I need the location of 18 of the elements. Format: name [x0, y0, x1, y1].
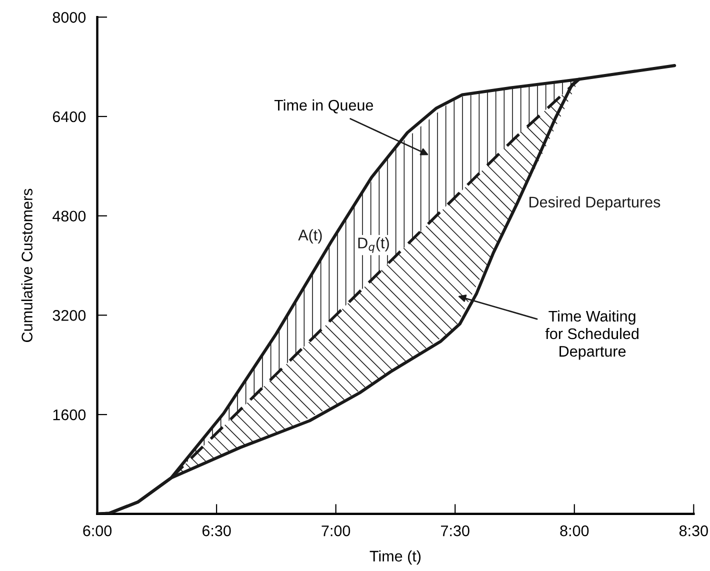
x-tick-label: 8:00 [560, 525, 589, 536]
series-label: D$_{q}$(t) [358, 237, 389, 253]
annotation: Time in Queue [274, 99, 374, 114]
series-label: A(t) [298, 229, 322, 244]
series-label: Desired Departures [530, 196, 660, 211]
x-tick-label: 7:30 [441, 525, 470, 536]
y-axis-title: Cumulative Customers [21, 188, 32, 342]
annotation: Time Waiting for Scheduled Departure [545, 310, 638, 360]
x-tick-label: 6:30 [202, 525, 231, 536]
x-tick-label: 6:00 [83, 525, 112, 536]
y-tick-label: 3200 [52, 310, 86, 321]
x-axis-title: Time (t) [370, 550, 421, 565]
x-tick-label: 8:30 [679, 525, 708, 536]
x-tick-label: 7:00 [322, 525, 350, 536]
y-tick-label: 4800 [52, 210, 86, 222]
y-tick-label: 1600 [53, 409, 86, 420]
y-tick-label: 8000 [52, 12, 86, 23]
y-tick-label: 6400 [52, 111, 86, 122]
